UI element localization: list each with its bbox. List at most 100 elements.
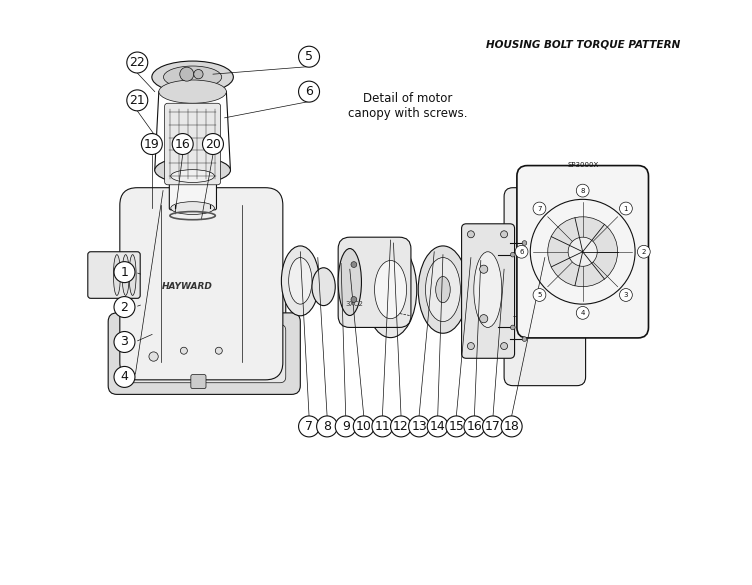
Ellipse shape — [152, 61, 233, 93]
Circle shape — [468, 231, 475, 238]
Circle shape — [194, 70, 203, 79]
Text: 15: 15 — [448, 420, 464, 433]
FancyBboxPatch shape — [134, 277, 274, 311]
Text: 16: 16 — [174, 137, 190, 150]
Text: Detail of motor
canopy with screws.: Detail of motor canopy with screws. — [348, 92, 468, 120]
Text: 9: 9 — [342, 420, 350, 433]
Text: 12: 12 — [393, 420, 409, 433]
FancyBboxPatch shape — [517, 166, 648, 338]
Circle shape — [522, 337, 527, 342]
Ellipse shape — [418, 246, 468, 333]
Text: 4: 4 — [120, 370, 129, 383]
Text: 8: 8 — [581, 188, 585, 194]
Text: 13: 13 — [411, 420, 427, 433]
Circle shape — [149, 352, 158, 361]
Circle shape — [335, 416, 356, 437]
Ellipse shape — [338, 249, 362, 315]
Ellipse shape — [374, 260, 407, 319]
Circle shape — [427, 416, 448, 437]
Circle shape — [464, 416, 485, 437]
Ellipse shape — [163, 66, 222, 88]
Circle shape — [114, 332, 135, 353]
Circle shape — [390, 416, 411, 437]
Ellipse shape — [474, 252, 502, 328]
Circle shape — [480, 315, 488, 323]
Ellipse shape — [122, 254, 129, 295]
Text: 4: 4 — [581, 310, 585, 316]
FancyBboxPatch shape — [191, 374, 206, 388]
Circle shape — [511, 325, 515, 330]
Circle shape — [299, 46, 320, 67]
Circle shape — [202, 133, 223, 154]
Text: SP3000X: SP3000X — [567, 163, 599, 168]
Text: 8: 8 — [323, 420, 331, 433]
FancyBboxPatch shape — [338, 237, 411, 328]
Circle shape — [127, 52, 148, 73]
Circle shape — [576, 307, 589, 319]
Circle shape — [114, 297, 135, 318]
Ellipse shape — [365, 242, 417, 338]
Text: 18: 18 — [504, 420, 520, 433]
Text: 3: 3 — [623, 292, 628, 298]
Ellipse shape — [340, 271, 360, 308]
Text: 7: 7 — [305, 420, 313, 433]
Circle shape — [127, 90, 148, 111]
Circle shape — [483, 416, 504, 437]
Circle shape — [468, 343, 475, 350]
Circle shape — [638, 245, 650, 258]
Circle shape — [372, 416, 393, 437]
Circle shape — [180, 67, 194, 81]
FancyBboxPatch shape — [169, 174, 217, 210]
Circle shape — [408, 416, 429, 437]
Circle shape — [533, 202, 546, 215]
Circle shape — [501, 416, 522, 437]
FancyBboxPatch shape — [123, 269, 286, 322]
Text: 2: 2 — [120, 301, 129, 314]
Circle shape — [480, 265, 488, 273]
Circle shape — [501, 231, 508, 238]
Text: 3: 3 — [120, 335, 129, 349]
Circle shape — [620, 288, 632, 301]
FancyBboxPatch shape — [123, 325, 286, 383]
Text: 1: 1 — [120, 266, 129, 278]
Text: 14: 14 — [430, 420, 446, 433]
Ellipse shape — [281, 246, 320, 316]
Circle shape — [511, 252, 515, 257]
Circle shape — [172, 133, 193, 154]
Text: 21: 21 — [129, 94, 145, 107]
Circle shape — [317, 416, 338, 437]
Text: 11: 11 — [374, 420, 390, 433]
Text: 22: 22 — [129, 56, 145, 69]
FancyBboxPatch shape — [108, 313, 300, 394]
Circle shape — [568, 237, 597, 266]
Circle shape — [547, 217, 617, 287]
Text: HAYWARD: HAYWARD — [162, 282, 212, 291]
Ellipse shape — [426, 257, 460, 322]
FancyBboxPatch shape — [165, 104, 220, 185]
FancyBboxPatch shape — [120, 188, 283, 380]
Text: 5: 5 — [537, 292, 541, 298]
Text: 1: 1 — [623, 205, 628, 212]
Circle shape — [353, 416, 374, 437]
FancyBboxPatch shape — [88, 252, 140, 298]
Text: 6: 6 — [305, 85, 313, 98]
Ellipse shape — [289, 257, 312, 304]
FancyBboxPatch shape — [132, 207, 282, 250]
Circle shape — [114, 261, 135, 283]
Circle shape — [114, 366, 135, 387]
Circle shape — [533, 288, 546, 301]
Circle shape — [351, 261, 356, 267]
Circle shape — [446, 416, 467, 437]
Circle shape — [141, 133, 162, 154]
Text: 5: 5 — [305, 50, 313, 63]
Text: 3XC2: 3XC2 — [345, 301, 362, 307]
Circle shape — [501, 343, 508, 350]
Text: 20: 20 — [205, 137, 221, 150]
Circle shape — [180, 347, 187, 354]
Text: 19: 19 — [144, 137, 159, 150]
Circle shape — [515, 245, 528, 258]
Circle shape — [620, 202, 632, 215]
FancyBboxPatch shape — [462, 224, 514, 358]
Circle shape — [299, 416, 320, 437]
Ellipse shape — [114, 254, 120, 295]
